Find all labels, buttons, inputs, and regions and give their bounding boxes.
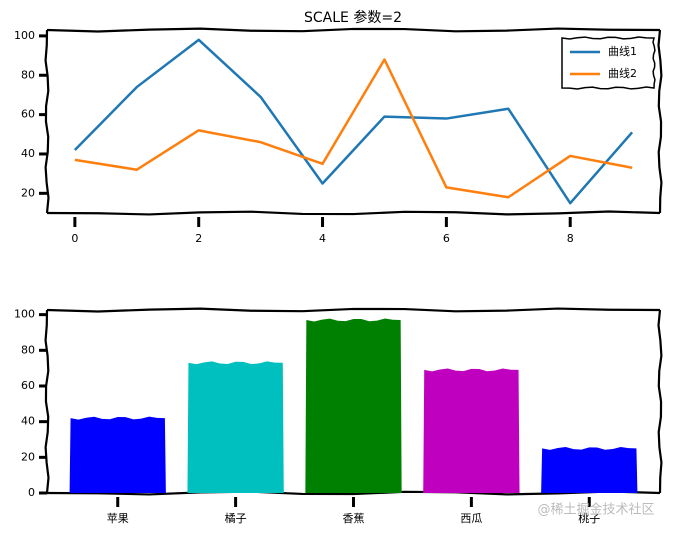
- axis-spine: [657, 29, 663, 214]
- x-tick-label: 8: [567, 232, 574, 245]
- legend-box: [561, 36, 656, 90]
- y-tick-label: 40: [21, 415, 35, 428]
- y-tick-label: 100: [14, 29, 35, 42]
- y-tick-label: 20: [21, 186, 35, 199]
- line-series: [74, 58, 633, 199]
- legend-label: 曲线2: [608, 66, 637, 80]
- axis-spine: [46, 27, 661, 33]
- axis-spine: [44, 29, 50, 214]
- legend-label: 曲线1: [608, 44, 637, 58]
- x-tick-label: 4: [319, 232, 326, 245]
- y-tick-label: 60: [21, 379, 35, 392]
- y-tick-label: 60: [21, 108, 35, 121]
- bar: [541, 446, 638, 493]
- y-tick-label: 40: [21, 147, 35, 160]
- axis-spine: [46, 210, 661, 216]
- bar: [187, 361, 284, 493]
- chart-title: SCALE 参数=2: [304, 9, 402, 26]
- bar: [69, 416, 166, 493]
- axis-spine: [46, 307, 661, 313]
- x-tick-label: 橘子: [225, 512, 247, 525]
- x-tick-label: 0: [71, 232, 78, 245]
- y-tick-label: 0: [28, 486, 35, 499]
- x-tick-label: 西瓜: [460, 512, 482, 525]
- y-tick-label: 100: [14, 308, 35, 321]
- y-tick-label: 80: [21, 68, 35, 81]
- line-series: [73, 38, 634, 205]
- x-tick-label: 香蕉: [343, 512, 365, 525]
- axis-spine: [44, 309, 50, 494]
- axis-spine: [657, 309, 663, 494]
- x-tick-label: 2: [195, 232, 202, 245]
- bar: [423, 368, 520, 493]
- y-tick-label: 20: [21, 450, 35, 463]
- x-tick-label: 6: [443, 232, 450, 245]
- bar: [305, 318, 402, 493]
- x-tick-label: 苹果: [107, 511, 129, 525]
- watermark: @稀土掘金技术社区: [537, 502, 654, 518]
- x-tick-label: 桃子: [578, 511, 600, 525]
- y-tick-label: 80: [21, 343, 35, 356]
- axis-spine: [46, 490, 661, 496]
